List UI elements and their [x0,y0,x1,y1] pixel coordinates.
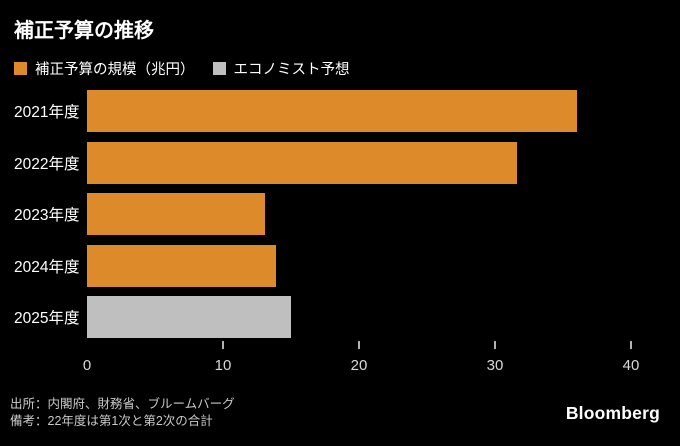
bar-category-label: 2021年度 [14,104,80,121]
legend-label: 補正予算の規模（兆円） [35,62,195,78]
bar [87,141,517,184]
bar [87,193,266,235]
bar-category-label: 2023年度 [14,207,80,224]
chart-row: 2024年度 [0,244,680,287]
remark-note: 備考：22年度は第1次と第2次の合計 [10,414,213,428]
axis-tick [494,341,496,349]
legend-label: エコノミスト予想 [233,62,350,78]
axis-tick-label: 10 [214,357,232,374]
legend: 補正予算の規模（兆円） エコノミスト予想 [14,58,350,79]
axis-tick [222,341,224,349]
bar-category-label: 2022年度 [14,155,80,173]
axis-tick-label: 30 [486,357,504,374]
x-axis-ticks [87,341,662,349]
bar [87,244,277,287]
bar-category-label: 2025年度 [14,310,80,327]
bloomberg-logo: Bloomberg [565,403,660,423]
bar-chart: 2021年度 2022年度 2023年度 2024年度 2025年度 [0,90,680,348]
source-note: 出所：内閣府、財務省、ブルームバーグ [10,397,235,411]
chart-title: 補正予算の推移 [14,20,154,42]
axis-tick-label: 20 [350,357,368,374]
chart-row: 2021年度 [0,90,680,132]
bar-category-label: 2024年度 [14,258,80,276]
footer-notes: 出所：内閣府、財務省、ブルームバーグ 備考：22年度は第1次と第2次の合計 [10,396,235,430]
chart-row: 2025年度 [0,296,680,338]
legend-swatch-icon [14,62,27,75]
legend-item: 補正予算の規模（兆円） [14,58,195,79]
legend-swatch-icon [212,62,226,75]
axis-tick [358,341,360,349]
axis-tick-label: 40 [622,357,640,374]
axis-tick [630,341,632,349]
x-axis-labels: 0 10 20 30 40 [83,357,662,377]
bar [87,90,577,132]
chart-row: 2022年度 [0,141,680,184]
legend-item: エコノミスト予想 [212,58,350,79]
bar [87,296,291,338]
chart-row: 2023年度 [0,193,680,235]
axis-tick-label: 0 [82,357,92,374]
